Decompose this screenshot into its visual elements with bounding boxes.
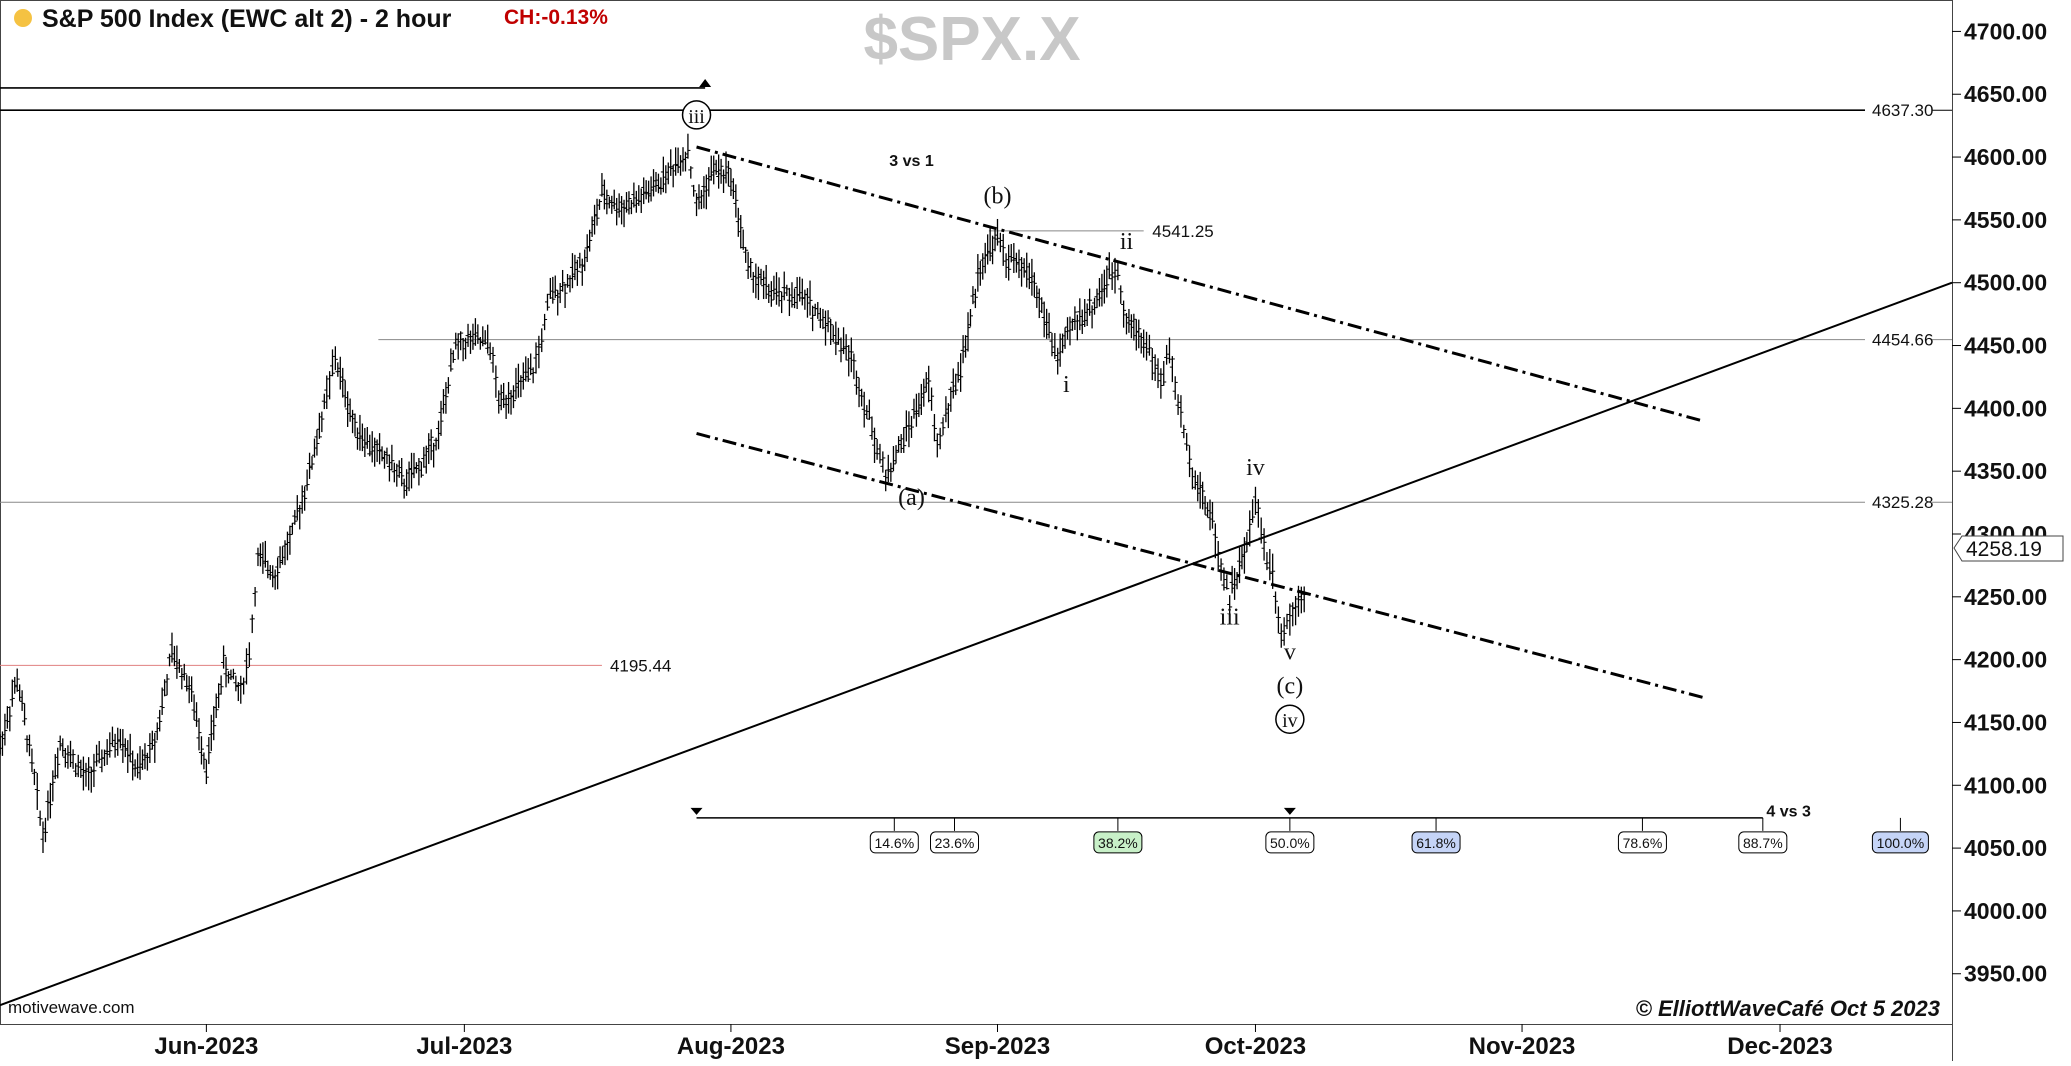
fib-level-box [1617, 831, 1667, 854]
x-tick-label: Dec-2023 [1727, 1033, 1832, 1060]
fib-level-box [1411, 831, 1461, 854]
fib-level-label: 14.6% [874, 835, 914, 851]
y-tick-label: 4550.00 [1964, 207, 2047, 233]
y-tick-label: 4500.00 [1964, 270, 2047, 296]
level-marker-icon [699, 78, 712, 87]
annotation-text: 4 vs 3 [1766, 804, 1811, 821]
level-label: 4454.66 [1872, 331, 1933, 350]
price-axis[interactable]: 3950.00 4000.00 4050.00 4100.00 4150.00 4200.… [1952, 18, 2047, 987]
chart-title: S&P 500 Index (EWC alt 2) - 2 hour [42, 5, 452, 33]
trendlines [0, 145, 1953, 1007]
fib-level-label: 100.0% [1877, 835, 1924, 851]
y-tick-label: 4650.00 [1964, 81, 2047, 107]
source-brand: motivewave.com [8, 998, 135, 1017]
fib-level-label: 50.0% [1270, 835, 1310, 851]
time-axis[interactable]: Jun-2023 Jul-2023 Aug-2023 Sep-2023 Oct-2023… [154, 1024, 1833, 1060]
fib-level-label: 23.6% [935, 835, 975, 851]
x-tick-label: Oct-2023 [1205, 1033, 1306, 1060]
y-tick-label: 4250.00 [1964, 584, 2047, 610]
y-tick-label: 4150.00 [1964, 709, 2047, 735]
y-tick-label: 4450.00 [1964, 333, 2047, 359]
x-tick-label: Jul-2023 [416, 1033, 512, 1060]
trendline-lower-channel [696, 432, 1704, 699]
y-tick-label: 4350.00 [1964, 458, 2047, 484]
wave-label: iii [1220, 604, 1240, 630]
y-tick-label: 4100.00 [1964, 772, 2047, 798]
change-percent: CH:-0.13% [504, 6, 608, 29]
x-tick-label: Nov-2023 [1469, 1033, 1576, 1060]
y-tick-label: 4700.00 [1964, 18, 2047, 44]
wave-label: i [1063, 372, 1070, 398]
level-label: 4541.25 [1152, 222, 1213, 241]
y-tick-label: 4050.00 [1964, 835, 2047, 861]
level-label: 4195.44 [610, 656, 671, 675]
fib-level-label: 38.2% [1098, 835, 1138, 851]
x-tick-label: Aug-2023 [677, 1033, 785, 1060]
last-price-value: 4258.19 [1966, 538, 2042, 561]
status-dot-icon [14, 9, 32, 27]
fib-level-box [930, 831, 980, 854]
horizontal-levels: 4637.30 4454.66 4325.28 4195.44 4541.25 [0, 78, 1952, 675]
fib-level-box [1265, 831, 1315, 854]
wave-label: iv [1282, 710, 1298, 732]
wave-label: iv [1246, 455, 1265, 481]
level-label: 4325.28 [1872, 493, 1933, 512]
wave-label: iii [688, 106, 705, 128]
fib-marker-icon [690, 807, 703, 815]
wave-label-circle [1275, 704, 1305, 734]
trendline-rising-support [0, 281, 1953, 1007]
wave-label: (b) [984, 184, 1012, 210]
y-tick-label: 4000.00 [1964, 898, 2047, 924]
fibonacci-timeline: 14.6% 23.6% 38.2% 50.0% 61.8% 78.6% 88.7% 100.0… [690, 807, 1929, 854]
wave-label-circle [681, 100, 712, 130]
fib-level-label: 78.6% [1623, 835, 1663, 851]
y-tick-label: 4200.00 [1964, 647, 2047, 673]
x-tick-label: Jun-2023 [154, 1033, 258, 1060]
fib-level-box [1871, 831, 1929, 854]
annotation-text: 3 vs 1 [889, 153, 934, 170]
fib-level-box [1738, 831, 1788, 854]
symbol-watermark: $SPX.X [863, 5, 1080, 74]
copyright-notice: © ElliottWaveCafé Oct 5 2023 [1636, 996, 1940, 1021]
trendline-upper-channel [696, 145, 1704, 423]
fib-level-box [1093, 831, 1143, 854]
fib-level-label: 88.7% [1743, 835, 1783, 851]
y-tick-label: 3950.00 [1964, 961, 2047, 987]
wave-label: (a) [898, 485, 925, 511]
wave-label: ii [1120, 229, 1134, 255]
fib-level-box [869, 831, 919, 854]
last-price-tag: 4258.19 [1953, 535, 2064, 562]
price-bars [0, 133, 1307, 854]
x-tick-label: Sep-2023 [945, 1033, 1050, 1060]
y-tick-label: 4400.00 [1964, 395, 2047, 421]
fib-level-label: 61.8% [1416, 835, 1456, 851]
plot-area[interactable] [0, 0, 1953, 1025]
wave-label: v [1284, 640, 1296, 666]
level-label: 4637.30 [1872, 101, 1933, 120]
wave-label: (c) [1277, 674, 1304, 700]
fib-marker-icon [1283, 807, 1296, 815]
y-tick-label: 4600.00 [1964, 144, 2047, 170]
